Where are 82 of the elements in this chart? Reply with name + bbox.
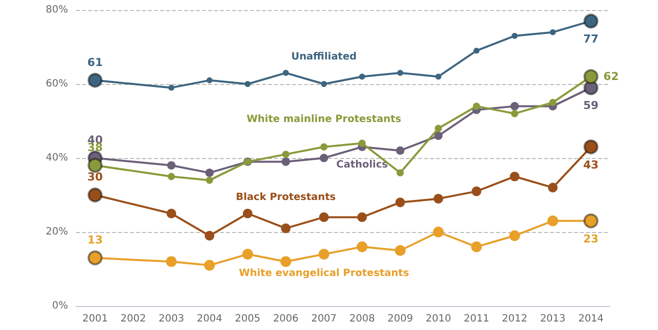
point [320, 81, 327, 87]
point [510, 172, 520, 182]
point [474, 48, 480, 54]
point [205, 168, 214, 177]
y-tick-label: 40% [46, 152, 68, 164]
point [434, 132, 443, 140]
point [358, 140, 366, 147]
x-tick-label: 2014 [578, 314, 604, 324]
point [166, 208, 176, 218]
point [472, 102, 480, 110]
y-tick-label: 20% [46, 226, 68, 238]
point [282, 158, 290, 166]
point [394, 245, 406, 256]
series-label: Black Protestants [236, 192, 336, 203]
point [357, 212, 367, 222]
x-tick-label: 2009 [387, 314, 413, 324]
data-label: 77 [583, 32, 599, 46]
data-label: 23 [583, 232, 599, 246]
x-tick-label: 2011 [464, 314, 490, 324]
point [282, 150, 290, 158]
point [356, 241, 368, 252]
x-tick-label: 2010 [426, 314, 452, 324]
x-tick-label: 2007 [311, 314, 337, 324]
point [242, 208, 252, 218]
y-tick-label: 0% [52, 300, 68, 312]
point [432, 226, 444, 238]
data-label: 62 [603, 70, 619, 84]
point [511, 110, 518, 118]
point [397, 70, 404, 76]
data-label: 30 [87, 170, 104, 184]
point [280, 256, 292, 267]
x-tick-label: 2003 [158, 314, 184, 324]
data-label: 59 [583, 99, 599, 112]
point [472, 186, 482, 196]
point [509, 230, 520, 242]
data-label: 61 [87, 56, 103, 69]
point [549, 98, 556, 106]
x-tick-label: 2004 [196, 314, 222, 324]
point [548, 182, 558, 192]
point [434, 194, 444, 204]
series-label: Catholics [336, 160, 388, 171]
point [168, 172, 175, 180]
point [434, 124, 442, 132]
x-tick-label: 2001 [82, 314, 108, 324]
data-label: 13 [87, 233, 103, 246]
text: White mainline Protestants [246, 114, 402, 125]
point [282, 70, 289, 76]
data-label: 43 [583, 158, 599, 172]
point [512, 32, 518, 39]
y-tick-label: 80% [46, 4, 68, 16]
point [471, 241, 482, 252]
point [550, 29, 556, 36]
point [166, 256, 177, 267]
point [167, 161, 176, 170]
point [510, 102, 519, 110]
point [320, 154, 328, 162]
series-label: White evangelical Protestants [238, 268, 410, 280]
point [319, 212, 329, 222]
point [396, 169, 404, 176]
point [206, 176, 214, 184]
point [244, 81, 251, 87]
series-label: Unaffiliated [291, 52, 357, 62]
point [318, 248, 330, 260]
x-tick-label: 2012 [502, 314, 528, 324]
point [435, 74, 442, 80]
point [396, 146, 404, 155]
point [320, 143, 328, 150]
point [395, 198, 406, 208]
point [204, 260, 215, 271]
x-tick-label: 2008 [349, 314, 375, 324]
point [168, 84, 174, 91]
y-tick-label: 60% [46, 78, 68, 90]
x-tick-label: 2002 [120, 314, 146, 324]
point [206, 77, 212, 84]
point [280, 224, 291, 234]
point [547, 216, 558, 226]
point [204, 230, 214, 240]
point [242, 248, 254, 260]
point [359, 74, 366, 80]
x-tick-label: 2005 [234, 314, 260, 324]
x-tick-label: 2006 [273, 314, 299, 324]
x-tick-label: 2013 [540, 314, 566, 324]
